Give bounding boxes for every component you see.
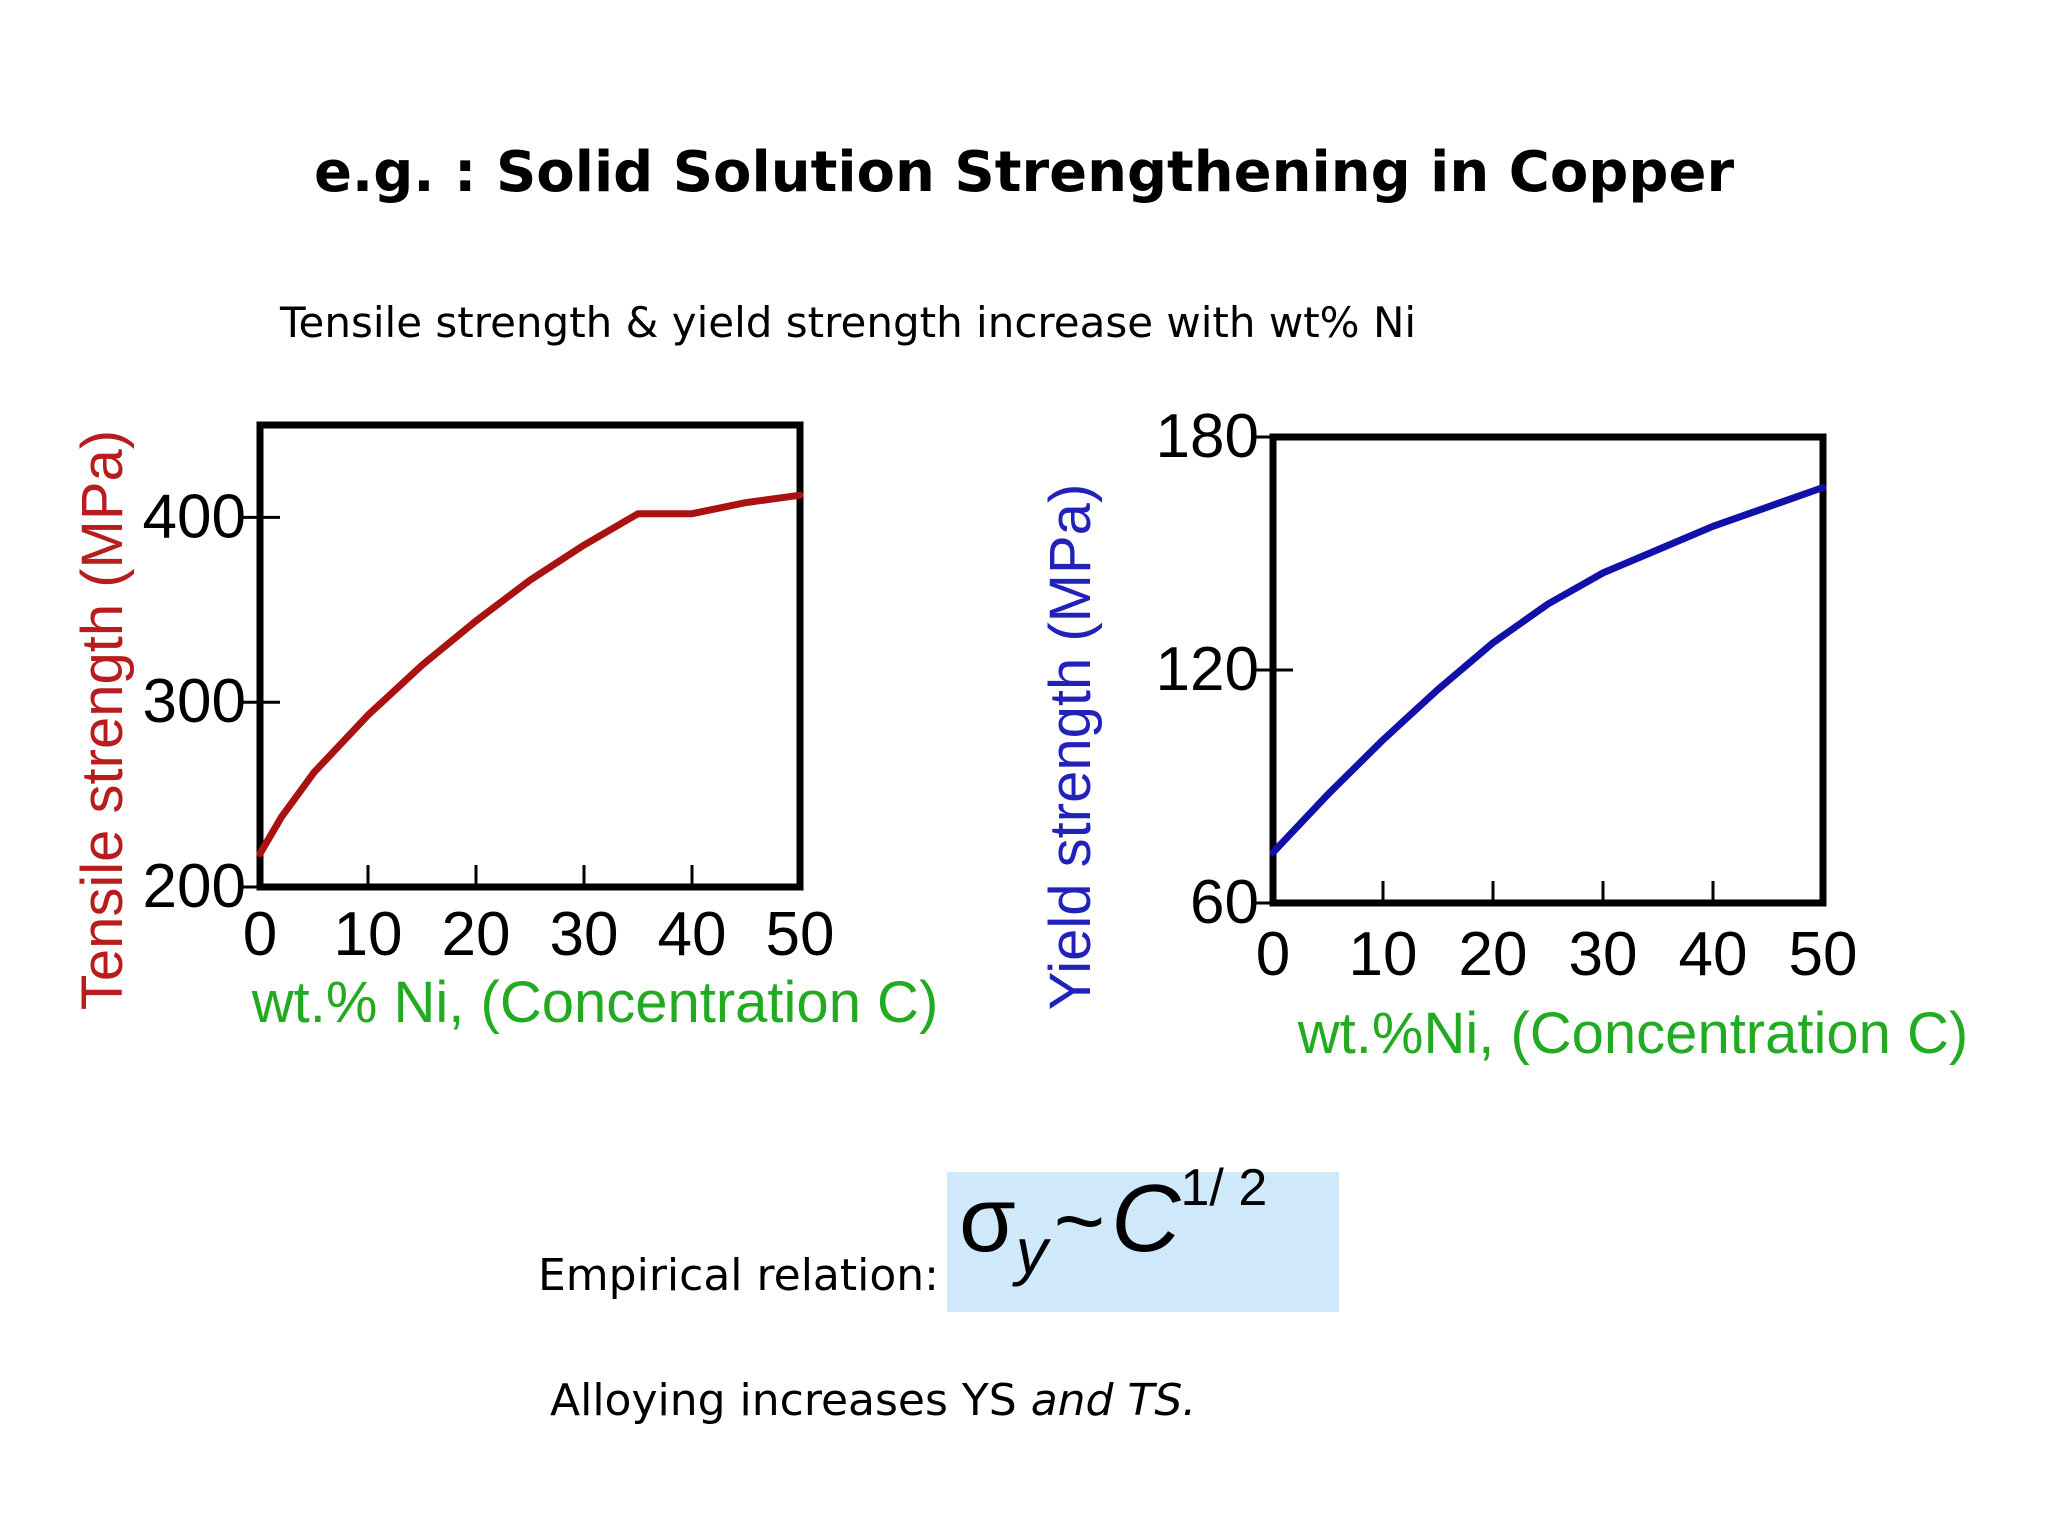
y-tick-label: 300 bbox=[143, 667, 246, 736]
empirical-relation-label: Empirical relation: bbox=[538, 1250, 939, 1301]
formula-box: σy~C1/ 2 bbox=[947, 1159, 1339, 1312]
formula-exponent: 1/ 2 bbox=[1180, 1159, 1268, 1217]
page-subtitle: Tensile strength & yield strength increa… bbox=[280, 298, 1417, 347]
x-tick-label: 0 bbox=[1256, 920, 1290, 989]
x-tick-label: 50 bbox=[1789, 920, 1858, 989]
x-tick-label: 40 bbox=[1679, 920, 1748, 989]
conclusion-italic: and TS. bbox=[1030, 1375, 1197, 1426]
plot-frame bbox=[1269, 433, 1827, 907]
x-tick-label: 30 bbox=[1569, 920, 1638, 989]
x-tick-label: 10 bbox=[334, 900, 403, 969]
formula-variable: C bbox=[1111, 1165, 1181, 1272]
x-tick-label: 20 bbox=[1459, 920, 1528, 989]
x-tick-label: 0 bbox=[243, 900, 277, 969]
formula-subscript: y bbox=[1015, 1215, 1048, 1287]
formula-sigma: σ bbox=[959, 1169, 1016, 1271]
series-line bbox=[256, 491, 804, 858]
x-tick-label: 10 bbox=[1349, 920, 1418, 989]
y-axis-label: Tensile strength (MPa) bbox=[70, 430, 135, 1010]
y-tick-label: 60 bbox=[1190, 868, 1259, 937]
formula: σy~C1/ 2 bbox=[959, 1159, 1267, 1287]
y-tick-label: 400 bbox=[143, 482, 246, 551]
x-tick-label: 30 bbox=[550, 900, 619, 969]
plot-area: 0 10 20 30 40 50 200 300 400 wt.% Ni, (Concentrat… bbox=[70, 421, 939, 1035]
conclusion-prefix: Alloying increases YS bbox=[550, 1375, 1031, 1426]
formula-tilde: ~ bbox=[1053, 1171, 1106, 1270]
plot-area: 0 10 20 30 40 50 60 120 180 wt.%Ni, (Concentratio… bbox=[1038, 402, 1968, 1066]
y-axis-label: Yield strength (MPa) bbox=[1038, 484, 1103, 1011]
conclusion-text: Alloying increases YS and TS. bbox=[550, 1375, 1196, 1426]
x-axis-label: wt.%Ni, (Concentration C) bbox=[1297, 1001, 1968, 1066]
x-tick-label: 40 bbox=[658, 900, 727, 969]
x-tick-label: 50 bbox=[766, 900, 835, 969]
y-tick-label: 200 bbox=[143, 852, 246, 921]
x-axis-label: wt.% Ni, (Concentration C) bbox=[251, 970, 939, 1035]
y-tick-label: 120 bbox=[1156, 635, 1259, 704]
tensile-strength-chart: 0 10 20 30 40 50 200 300 400 wt.% Ni, (Concentrat… bbox=[70, 421, 939, 1035]
plot-frame bbox=[256, 421, 804, 891]
y-tick-label: 180 bbox=[1156, 402, 1259, 471]
x-tick-label: 20 bbox=[442, 900, 511, 969]
yield-strength-chart: 0 10 20 30 40 50 60 120 180 wt.%Ni, (Concentratio… bbox=[1038, 402, 1968, 1066]
page-title: e.g. : Solid Solution Strengthening in C… bbox=[313, 140, 1735, 205]
series-line bbox=[1269, 484, 1827, 856]
